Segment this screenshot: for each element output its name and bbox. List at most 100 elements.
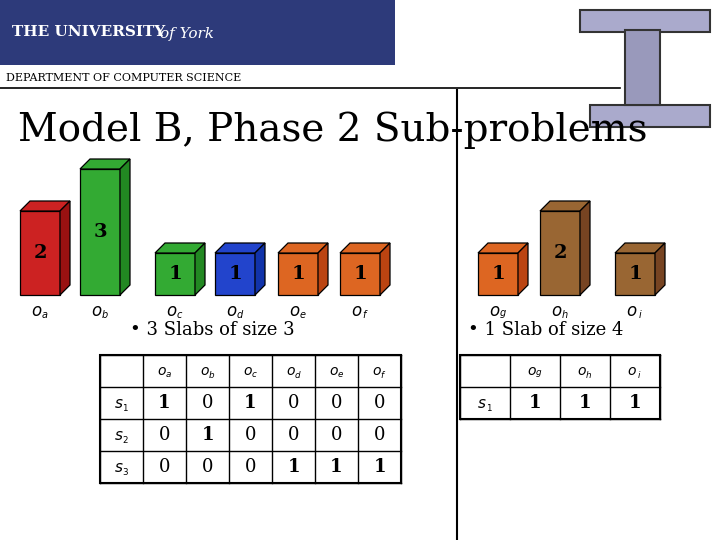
Polygon shape [340,253,380,295]
Text: $\mathit{o}$: $\mathit{o}$ [527,364,537,378]
Text: 1: 1 [244,394,257,412]
Text: $\mathit{o}$: $\mathit{o}$ [166,302,178,320]
Polygon shape [615,253,655,295]
Polygon shape [478,253,518,295]
Bar [0,0,395,65]
Text: $_{b}$: $_{b}$ [101,307,109,321]
Text: $\mathit{o}$: $\mathit{o}$ [372,364,382,378]
Text: 1: 1 [291,265,305,283]
Text: 2: 2 [553,244,567,262]
Text: $_{f}$: $_{f}$ [361,307,369,321]
Text: $_{g}$: $_{g}$ [536,368,543,381]
Polygon shape [20,201,70,211]
Text: $\mathit{o}$: $\mathit{o}$ [626,302,638,320]
Bar [273,0,297,65]
FancyBboxPatch shape [580,10,710,32]
Text: $_{g}$: $_{g}$ [499,307,507,321]
Text: 1: 1 [628,265,642,283]
Text: 0: 0 [374,394,385,412]
Polygon shape [540,201,590,211]
Text: $_{h}$: $_{h}$ [561,307,569,321]
Polygon shape [80,159,130,169]
Text: 1: 1 [491,265,505,283]
FancyBboxPatch shape [625,30,660,105]
Polygon shape [655,243,665,295]
Text: 0: 0 [288,426,300,444]
Polygon shape [540,211,580,295]
Polygon shape [155,243,205,253]
Text: 0: 0 [158,458,170,476]
Text: $\mathit{o}$: $\mathit{o}$ [243,364,253,378]
Text: $\mathit{s}$: $\mathit{s}$ [114,395,123,410]
Text: 1: 1 [373,458,386,476]
Polygon shape [615,243,665,253]
Polygon shape [318,243,328,295]
Text: Model B, Phase 2 Sub-problems: Model B, Phase 2 Sub-problems [18,111,647,148]
Text: 1: 1 [629,394,642,412]
Polygon shape [20,211,60,295]
Bar [460,355,660,419]
Text: of York: of York [160,27,214,41]
Polygon shape [340,243,390,253]
Text: $_{i}$: $_{i}$ [638,307,642,321]
Bar [297,0,322,65]
Text: $\mathit{o}$: $\mathit{o}$ [577,364,587,378]
Text: • 1 Slab of size 4: • 1 Slab of size 4 [468,321,624,339]
Bar [200,0,225,65]
Text: THE UNIVERSITY: THE UNIVERSITY [12,25,171,39]
Polygon shape [60,201,70,295]
Polygon shape [518,243,528,295]
Bar [248,0,273,65]
Text: 1: 1 [528,394,541,412]
Text: $_{c}$: $_{c}$ [176,307,184,321]
Polygon shape [580,201,590,295]
Text: 0: 0 [202,458,213,476]
Bar [100,355,401,483]
Bar [346,0,371,65]
Text: $_{e}$: $_{e}$ [299,307,307,321]
Text: $_{f}$: $_{f}$ [380,368,387,381]
Text: 0: 0 [202,394,213,412]
Text: 0: 0 [288,394,300,412]
Text: 1: 1 [353,265,367,283]
Polygon shape [278,253,318,295]
Text: 1: 1 [168,265,182,283]
Text: $\mathit{o}$: $\mathit{o}$ [286,364,295,378]
Text: 0: 0 [245,426,256,444]
Text: • 3 Slabs of size 3: • 3 Slabs of size 3 [130,321,294,339]
Text: $_{1}$: $_{1}$ [122,401,129,414]
FancyBboxPatch shape [590,105,710,127]
Polygon shape [215,253,255,295]
Bar [225,0,248,65]
Text: $_{a}$: $_{a}$ [41,307,49,321]
Text: $\mathit{o}$: $\mathit{o}$ [289,302,301,320]
Text: $_{1}$: $_{1}$ [485,401,492,414]
Polygon shape [380,243,390,295]
Text: $\mathit{o}$: $\mathit{o}$ [199,364,210,378]
Text: 0: 0 [330,394,342,412]
Text: $_{d}$: $_{d}$ [294,368,302,381]
Text: DEPARTMENT OF COMPUTER SCIENCE: DEPARTMENT OF COMPUTER SCIENCE [6,73,241,83]
Text: $\mathit{o}$: $\mathit{o}$ [490,302,500,320]
Text: 0: 0 [158,426,170,444]
Text: $_{3}$: $_{3}$ [122,464,129,477]
Text: $\mathit{s}$: $\mathit{s}$ [114,460,123,475]
Text: $_{2}$: $_{2}$ [122,433,129,446]
Text: 0: 0 [245,458,256,476]
Polygon shape [120,159,130,295]
Text: 1: 1 [158,394,171,412]
Bar [371,0,395,65]
Bar [322,0,346,65]
Text: 1: 1 [579,394,591,412]
Text: 1: 1 [287,458,300,476]
Polygon shape [195,243,205,295]
Polygon shape [255,243,265,295]
Text: $\mathit{o}$: $\mathit{o}$ [91,302,103,320]
Text: $\mathit{o}$: $\mathit{o}$ [351,302,363,320]
Text: $_{h}$: $_{h}$ [585,368,593,381]
Text: $\mathit{o}$: $\mathit{o}$ [328,364,338,378]
Text: 1: 1 [330,458,343,476]
Text: $\mathit{o}$: $\mathit{o}$ [31,302,42,320]
Text: $\mathit{s}$: $\mathit{s}$ [114,428,123,442]
Text: 1: 1 [228,265,242,283]
